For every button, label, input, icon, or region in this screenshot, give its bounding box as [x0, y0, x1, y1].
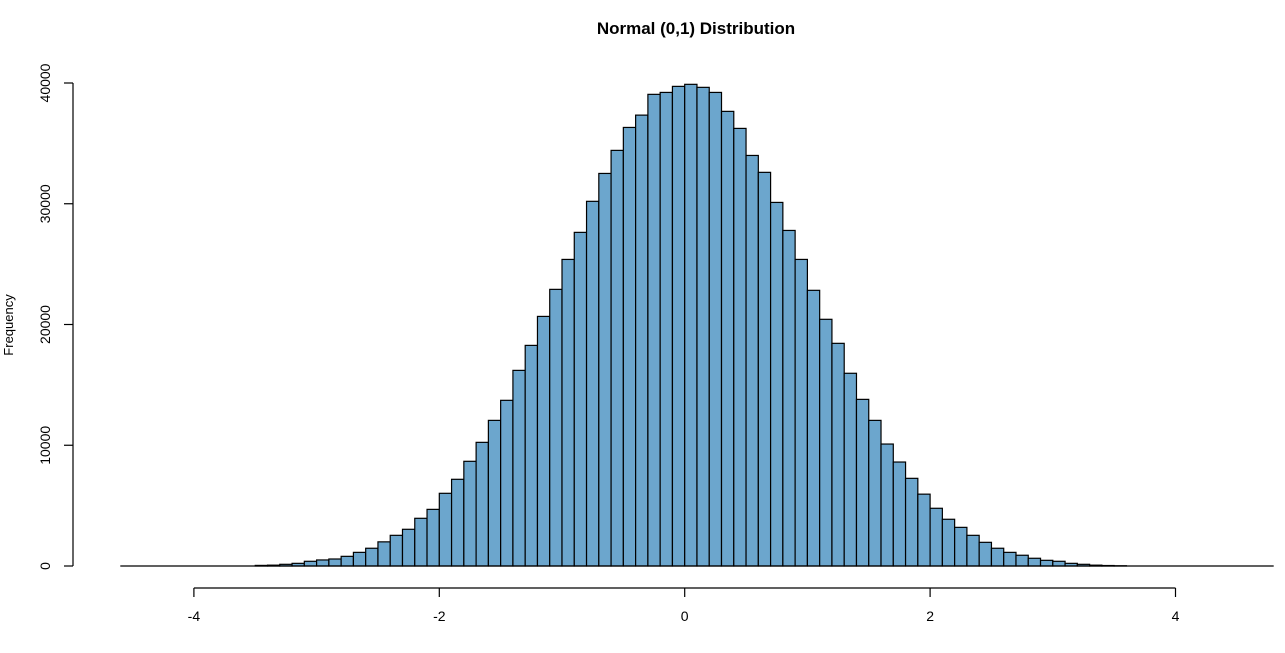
- histogram-bar: [929, 507, 943, 567]
- histogram-bar: [917, 493, 931, 567]
- histogram-bar: [880, 443, 894, 567]
- histogram-bar: [1015, 554, 1029, 567]
- y-tick-label: 20000: [37, 305, 53, 344]
- x-tick-label: 0: [681, 608, 689, 624]
- histogram-bar: [365, 547, 379, 567]
- histogram-bar: [904, 477, 919, 567]
- y-tick-label: 30000: [37, 184, 53, 223]
- y-tick-label: 0: [37, 562, 53, 570]
- y-axis-label: Frequency: [1, 294, 16, 356]
- histogram-bar: [941, 518, 956, 567]
- histogram-bar: [806, 289, 821, 567]
- histogram-bar: [340, 555, 355, 567]
- x-tick-label: -2: [433, 608, 446, 624]
- histogram-bar: [671, 85, 686, 567]
- histogram-bar: [536, 315, 551, 567]
- histogram-bar: [622, 126, 637, 567]
- y-axis: 0 10000 20000 30000 40000: [37, 63, 74, 570]
- histogram-bar: [978, 541, 993, 567]
- histogram-bar: [377, 541, 391, 567]
- x-tick-label: 2: [926, 608, 934, 624]
- histogram-bar: [659, 91, 674, 567]
- histogram-bar: [561, 258, 575, 567]
- x-tick-label: 4: [1172, 608, 1180, 624]
- histogram-bar: [855, 398, 870, 567]
- histogram-bar: [1052, 560, 1066, 567]
- histogram-bar: [990, 547, 1005, 567]
- histogram-bar: [426, 508, 440, 567]
- histogram-bar: [954, 526, 968, 567]
- histogram-bar: [401, 528, 416, 567]
- histogram-bar: [720, 110, 735, 567]
- x-tick-label: -4: [188, 608, 201, 624]
- histogram-bar: [769, 201, 784, 567]
- histogram-bar: [438, 492, 453, 567]
- histogram-bar: [500, 399, 514, 567]
- histogram-bar: [966, 534, 980, 567]
- histogram-bar: [414, 517, 428, 567]
- histogram-bar: [868, 419, 882, 567]
- histogram-bar: [487, 419, 502, 567]
- histogram-bar: [524, 344, 539, 567]
- histogram-bar: [1003, 551, 1017, 567]
- histogram-bar: [450, 478, 465, 567]
- histogram-bar: [328, 558, 342, 567]
- histogram-bar: [549, 288, 563, 567]
- histogram-bar: [757, 171, 772, 567]
- histogram-bar: [635, 114, 649, 567]
- histogram-bar: [316, 559, 330, 567]
- histogram-bar: [782, 229, 796, 567]
- histogram-bar: [598, 172, 612, 567]
- histogram-bar: [708, 91, 723, 567]
- histogram-bar: [831, 342, 845, 567]
- x-axis: -4 -2 0 2 4: [188, 587, 1180, 624]
- histogram-bar: [647, 93, 661, 567]
- histogram-bar: [352, 551, 367, 567]
- histogram-bar: [303, 560, 318, 567]
- histogram-bar: [696, 86, 710, 567]
- histogram-bar: [745, 154, 759, 567]
- histogram-bar: [819, 318, 833, 567]
- histogram-bar: [512, 369, 526, 567]
- chart-title: Normal (0,1) Distribution: [597, 19, 795, 38]
- histogram-bars: [254, 83, 1128, 567]
- histogram-bar: [389, 534, 404, 567]
- y-tick-label: 40000: [37, 63, 53, 102]
- histogram-bar: [684, 83, 698, 567]
- histogram-bar: [1027, 557, 1042, 567]
- histogram-bar: [573, 231, 588, 567]
- histogram-bar: [585, 200, 600, 567]
- histogram-bar: [843, 372, 858, 567]
- histogram-bar: [610, 149, 624, 567]
- histogram-bar: [892, 461, 907, 567]
- histogram-bar: [794, 258, 809, 567]
- y-tick-label: 10000: [37, 426, 53, 465]
- histogram-bar: [1039, 559, 1054, 567]
- histogram-bar: [463, 460, 477, 567]
- histogram-bar: [733, 127, 747, 567]
- histogram-bar: [475, 441, 489, 567]
